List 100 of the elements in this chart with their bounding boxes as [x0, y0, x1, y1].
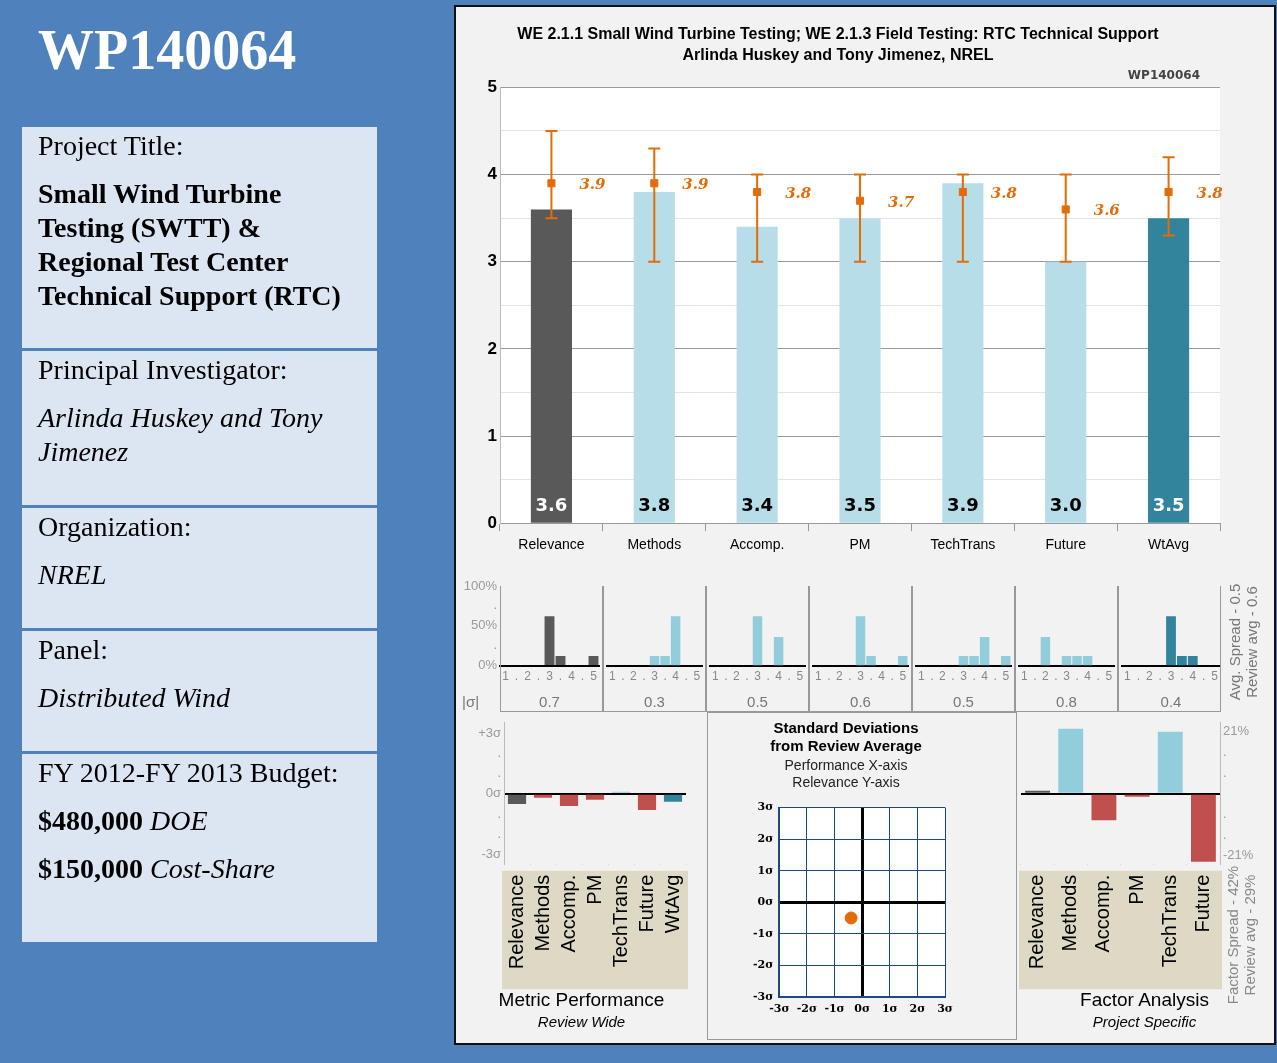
text: $480,000	[38, 805, 143, 836]
bar	[633, 191, 675, 523]
y-tick-label: .	[497, 825, 501, 841]
x-tick-label: 2	[630, 669, 638, 684]
x-tick-label: 1	[1020, 669, 1028, 684]
x-tick-label: Future	[634, 874, 657, 933]
x-tick-label: .	[514, 669, 519, 684]
point	[855, 196, 865, 205]
x-tick-label: 4	[981, 669, 989, 684]
x-tick-label: Accomp.	[1091, 874, 1114, 953]
x-tick-label: 1	[608, 669, 616, 684]
x-tick-label: 3	[857, 669, 865, 684]
text: 0.5	[953, 693, 974, 710]
x-tick-label: 2	[733, 669, 741, 684]
x-tick-label: 4	[1084, 669, 1092, 684]
bar	[1190, 794, 1216, 862]
y-tick-label: 2	[487, 338, 497, 358]
y-tick-label: 0	[487, 512, 497, 532]
x-tick-label: .	[558, 669, 563, 684]
x-tick-label: .	[1201, 669, 1206, 684]
x-tick-label: .	[1158, 669, 1162, 684]
x-tick-label: TechTrans	[1157, 874, 1180, 968]
text: Cost-Share	[149, 853, 275, 884]
text: 0.6	[850, 693, 871, 710]
x-tick-label: PM	[849, 536, 871, 553]
data-label: 3.8	[990, 183, 1018, 202]
data-label: 3.9	[579, 175, 607, 194]
x-tick-label: .	[827, 669, 831, 684]
chart-subtitle: Performance X-axis Relevance Y-axis	[784, 757, 908, 791]
bar	[736, 226, 778, 523]
text: 0.5	[747, 693, 768, 710]
x-tick-label: 3	[651, 669, 659, 684]
bar	[1148, 218, 1190, 523]
x-tick-label: TechTrans	[608, 874, 631, 968]
y-tick-label: +3σ	[478, 724, 501, 740]
y-tick-label: .	[493, 597, 497, 613]
x-tick-label: 1	[1124, 669, 1132, 684]
y-tick-label: .	[1223, 826, 1227, 842]
x-tick-label: .	[1054, 669, 1058, 684]
y-tick-label: .	[493, 637, 497, 653]
x-tick-label: 5	[796, 669, 804, 684]
y-tick-label: .	[1223, 806, 1227, 822]
y-tick-label: 21%	[1223, 723, 1250, 739]
point	[547, 179, 556, 188]
x-tick-label: 1σ	[881, 1002, 898, 1016]
text: Project Title:	[38, 130, 184, 161]
x-tick-label: 5	[1002, 669, 1010, 684]
x-tick-label: 2	[1145, 669, 1153, 684]
text: 0.4	[1160, 693, 1182, 710]
x-tick-label: 2	[836, 669, 844, 684]
point	[650, 179, 659, 188]
x-tick-label: WtAvg	[1148, 536, 1190, 553]
y-tick-label: 1	[487, 425, 497, 445]
x-tick-label: .	[1075, 669, 1079, 684]
bar	[1045, 261, 1087, 523]
x-tick-label: 1	[814, 669, 822, 684]
text: Avg. Spread - 0.5	[1226, 583, 1243, 701]
x-tick-label: .	[536, 669, 541, 684]
data-label: 3.8	[638, 493, 671, 515]
y-tick-label: 2σ	[757, 831, 774, 845]
chart-subtitle: Arlinda Huskey and Tony Jimenez, NREL	[682, 46, 994, 64]
x-tick-label: -3σ	[769, 1002, 790, 1016]
x-tick-label: .	[848, 669, 852, 684]
x-tick-label: Accomp.	[556, 874, 579, 953]
text: 0.3	[644, 693, 665, 710]
y-tick-label: .	[1223, 764, 1227, 780]
text: Review avg - 0.6	[1243, 586, 1260, 698]
y-tick-label: 3σ	[757, 800, 774, 814]
text: Project Specific	[1092, 1013, 1197, 1031]
x-tick-label: 2	[524, 669, 532, 684]
x-tick-label: Future	[1190, 874, 1213, 933]
x-tick-label: Relevance	[518, 536, 585, 553]
y-tick-label: .	[497, 744, 501, 760]
data-label: 3.7	[888, 192, 915, 211]
data-label: 3.4	[741, 493, 774, 515]
y-tick-label: .	[1223, 743, 1227, 759]
data-label: 3.0	[1049, 493, 1082, 515]
x-tick-label: .	[1096, 669, 1100, 684]
x-tick-label: 5	[693, 669, 701, 684]
x-tick-label: TechTrans	[930, 536, 996, 553]
x-tick-label: .	[663, 669, 667, 684]
point	[958, 187, 967, 197]
text: Review avg - 29%	[1241, 874, 1258, 996]
y-tick-label: 0σ	[485, 785, 501, 801]
bar	[1091, 794, 1117, 821]
x-tick-label: 1	[917, 669, 925, 684]
x-tick-label: .	[869, 669, 873, 684]
y-tick-label: 0%	[478, 657, 498, 673]
x-tick-label: 5	[590, 669, 598, 684]
data-label: 3.9	[946, 493, 979, 515]
point	[753, 187, 762, 197]
text: WP140064	[38, 18, 297, 82]
x-tick-label: .	[1033, 669, 1037, 684]
x-tick-label: 4	[878, 669, 886, 684]
text: Arlinda Huskey and Tony Jimenez	[38, 402, 323, 467]
data-label: 3.5	[1152, 493, 1185, 515]
x-tick-label: Methods	[530, 874, 553, 952]
text: Organization:	[38, 511, 192, 542]
y-tick-label: 4	[487, 164, 498, 184]
x-tick-label: -2σ	[796, 1002, 818, 1016]
